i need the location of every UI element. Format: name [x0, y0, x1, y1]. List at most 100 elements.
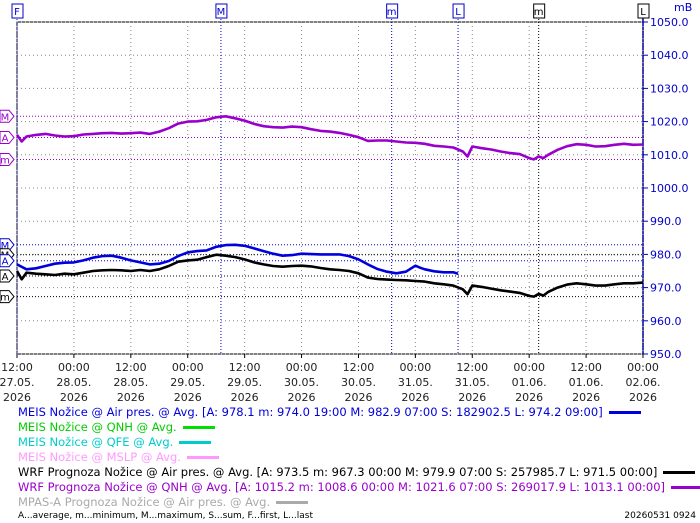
top-marker-box — [452, 3, 465, 19]
legend-swatch — [179, 441, 212, 444]
legend-item: MEIS Nožice @ Air pres. @ Avg. [A: 978.1… — [18, 405, 641, 419]
x-tick-label: 12:00 — [1, 361, 33, 374]
x-tick-label: 31.05. — [455, 376, 490, 389]
x-tick-label: 2026 — [572, 391, 600, 404]
legend-swatch — [182, 426, 215, 429]
x-tick-label: 00:00 — [513, 361, 545, 374]
legend-series-name: WRF Prognoza Nožice @ Air pres. @ Avg. — [18, 465, 254, 479]
top-marker-label: m — [534, 7, 544, 18]
y-tick-label: 970.0 — [650, 282, 682, 295]
legend-item: WRF Prognoza Nožice @ Air pres. @ Avg. [… — [18, 465, 696, 479]
x-tick-label: 29.05. — [227, 376, 262, 389]
pressure-chart: 950.0 960.0 970.0 980.0 990.0 1000.0 1010.0 102… — [0, 1, 692, 404]
left-marker-tag — [0, 109, 15, 123]
x-tick-label: 2026 — [288, 391, 316, 404]
left-marker-label: M — [1, 241, 10, 252]
left-marker-tag — [0, 254, 15, 268]
top-marker-label: L — [640, 7, 646, 18]
top-marker-box — [11, 3, 24, 19]
x-tick-label: 12:00 — [229, 361, 261, 374]
top-marker-box — [533, 3, 546, 19]
legend-series-name: WRF Prognoza Nožice @ QNH @ Avg. — [18, 480, 232, 494]
legend-series-name: MEIS Nožice @ QNH @ Avg. — [18, 420, 177, 434]
legend-item: MEIS Nožice @ MSLP @ Avg. — [18, 450, 219, 464]
legend-series-name: MPAS-A Prognoza Nožice @ Air pres. @ Avg… — [18, 495, 271, 509]
x-tick-label: 00:00 — [400, 361, 432, 374]
y-tick-label: 960.0 — [650, 315, 682, 328]
y-tick-label: 1030.0 — [650, 82, 689, 95]
left-marker-label: m — [0, 155, 10, 166]
legend-series-stats: [A: 973.5 m: 967.3 00:00 M: 979.9 07:00 … — [253, 465, 658, 479]
x-tick-label: 01.06. — [512, 376, 547, 389]
left-marker-tag — [0, 290, 15, 304]
x-tick-label: 12:00 — [343, 361, 375, 374]
x-tick-label: 2026 — [60, 391, 88, 404]
x-tick-label: 31.05. — [398, 376, 433, 389]
y-tick-label: 980.0 — [650, 248, 682, 261]
top-marker-label: M — [217, 7, 226, 18]
x-tick-label: 27.05. — [0, 376, 35, 389]
legend-series-name: MEIS Nožice @ QFE @ Avg. — [18, 435, 174, 449]
legend-item: MPAS-A Prognoza Nožice @ Air pres. @ Avg… — [18, 495, 309, 509]
legend-swatch — [663, 471, 696, 474]
left-marker-tag — [0, 152, 15, 166]
left-marker-tag — [0, 269, 15, 283]
x-tick-label: 29.05. — [170, 376, 205, 389]
x-tick-label: 2026 — [344, 391, 372, 404]
x-tick-label: 12:00 — [570, 361, 602, 374]
legend-item: MEIS Nožice @ QFE @ Avg. — [18, 435, 212, 449]
legend-item: WRF Prognoza Nožice @ QNH @ Avg. [A: 101… — [18, 480, 700, 494]
left-marker-label: A — [2, 134, 9, 145]
x-tick-label: 00:00 — [627, 361, 659, 374]
x-tick-label: 01.06. — [569, 376, 604, 389]
x-tick-label: 00:00 — [172, 361, 204, 374]
y-tick-label: 1020.0 — [650, 116, 689, 129]
legend-series-name: MEIS Nožice @ Air pres. @ Avg. — [18, 405, 199, 419]
legend-item: MEIS Nožice @ QNH @ Avg. — [18, 420, 215, 434]
x-tick-label: 2026 — [515, 391, 543, 404]
y-tick-label: 990.0 — [650, 215, 682, 228]
x-tick-label: 30.05. — [284, 376, 319, 389]
x-tick-label: 00:00 — [58, 361, 90, 374]
x-tick-label: 2026 — [458, 391, 486, 404]
x-tick-label: 2026 — [117, 391, 145, 404]
x-tick-label: 30.05. — [341, 376, 376, 389]
x-tick-label: 2026 — [3, 391, 31, 404]
left-marker-label: A — [2, 272, 9, 283]
y-tick-label: 1000.0 — [650, 182, 689, 195]
left-marker-tag — [0, 238, 15, 252]
series-line — [15, 253, 644, 298]
x-tick-label: 12:00 — [115, 361, 147, 374]
top-marker-box — [215, 3, 228, 19]
y-tick-label: 1040.0 — [650, 49, 689, 62]
legend-series-stats: [A: 1015.2 m: 1008.6 00:00 M: 1021.6 07:… — [231, 480, 666, 494]
left-marker-label: M — [1, 112, 10, 123]
x-tick-label: 2026 — [231, 391, 259, 404]
y-tick-label: 950.0 — [650, 348, 682, 361]
y-unit-label: mB — [674, 1, 692, 14]
x-tick-label: 2026 — [629, 391, 657, 404]
abbreviation-note: A...average, m...minimum, M...maximum, S… — [18, 511, 313, 521]
y-tick-label: 1050.0 — [650, 16, 689, 29]
legend-swatch — [276, 501, 309, 504]
timestamp: 20260531 0924 — [624, 511, 696, 521]
top-marker-label: L — [455, 7, 461, 18]
x-tick-label: 02.06. — [626, 376, 661, 389]
legend-swatch — [671, 486, 700, 489]
series-line — [15, 115, 644, 161]
x-tick-label: 00:00 — [286, 361, 318, 374]
series-line — [16, 243, 459, 275]
legend-series-stats: [A: 978.1 m: 974.0 19:00 M: 982.9 07:00 … — [198, 405, 603, 419]
top-marker-label: F — [14, 7, 20, 18]
x-tick-label: 2026 — [174, 391, 202, 404]
x-tick-label: 28.05. — [113, 376, 148, 389]
top-marker-box — [637, 3, 650, 19]
y-tick-label: 1010.0 — [650, 149, 689, 162]
left-marker-label: m — [0, 293, 10, 304]
legend-swatch — [608, 411, 641, 414]
x-tick-label: 28.05. — [56, 376, 91, 389]
x-tick-label: 2026 — [401, 391, 429, 404]
left-marker-tag — [0, 131, 15, 145]
top-marker-box — [386, 3, 399, 19]
x-tick-label: 12:00 — [456, 361, 488, 374]
